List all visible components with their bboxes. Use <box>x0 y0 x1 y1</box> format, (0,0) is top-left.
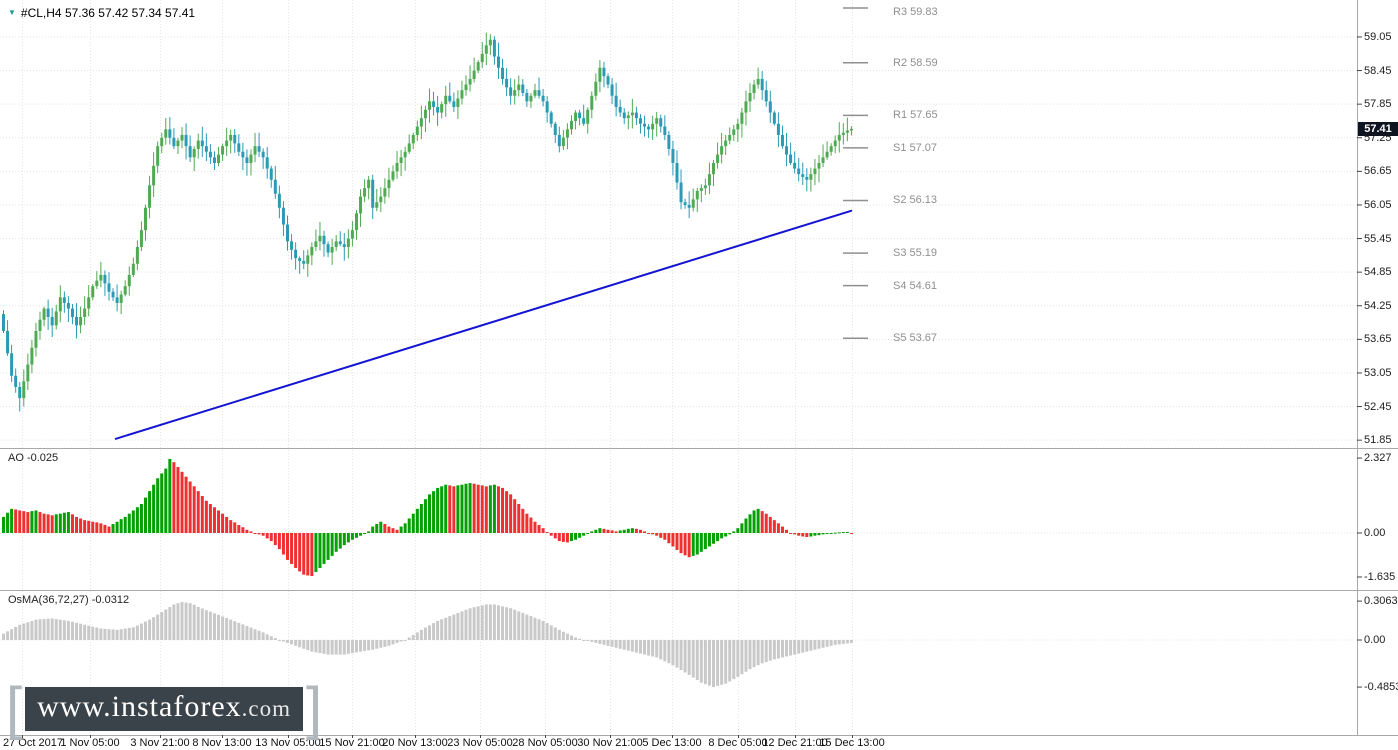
current-price-badge: 57.41 <box>1358 122 1398 136</box>
price-tick-label: 57.25 <box>1364 131 1392 144</box>
time-tick-label: 13 Nov 05:00 <box>255 737 321 749</box>
ao-level-label: 2.327 <box>1364 452 1392 465</box>
watermark: [ www.instaforex.com ] <box>6 676 323 741</box>
price-tick-label: 59.05 <box>1364 30 1392 43</box>
time-tick-label: 8 Nov 13:00 <box>192 737 252 749</box>
watermark-text: www.instaforex <box>37 690 242 723</box>
ao-level-label: -1.635 <box>1364 570 1396 583</box>
watermark-bracket-right: ] <box>306 676 323 741</box>
price-tick-label: 58.45 <box>1364 64 1392 77</box>
price-tick-label: 57.85 <box>1364 98 1392 111</box>
pivot-level-label: S2 56.13 <box>893 194 938 207</box>
pivot-level-label: S1 57.07 <box>893 141 938 154</box>
time-tick-label: 27 Oct 2017 <box>3 737 63 749</box>
price-tick-label: 54.85 <box>1364 266 1392 279</box>
chart-title: ▼ #CL,H4 57.36 57.42 57.34 57.41 <box>8 6 195 20</box>
price-tick-label: 55.45 <box>1364 232 1392 245</box>
watermark-bracket-left: [ <box>6 676 23 741</box>
osma-level-label: -0.4853 <box>1364 681 1398 694</box>
time-tick-label: 3 Nov 21:00 <box>130 737 190 749</box>
time-tick-label: 23 Nov 05:00 <box>447 737 513 749</box>
pivot-level-label: R1 57.65 <box>893 109 938 122</box>
time-tick-label: 15 Nov 21:00 <box>319 737 385 749</box>
osma-indicator-label: OsMA(36,72,27) -0.0312 <box>8 594 130 606</box>
watermark-text-suffix: .com <box>241 696 291 721</box>
price-tick-label: 56.05 <box>1364 198 1392 211</box>
price-tick-label: 52.45 <box>1364 400 1392 413</box>
ao-level-label: 0.00 <box>1364 527 1386 539</box>
osma-level-label: 0.3063 <box>1364 595 1398 608</box>
time-tick-label: 30 Nov 21:00 <box>577 737 643 749</box>
time-tick-label: 8 Dec 05:00 <box>708 737 768 749</box>
price-tick-label: 51.85 <box>1364 434 1392 447</box>
pivot-level-label: S3 55.19 <box>893 247 938 260</box>
time-tick-label: 12 Dec 21:00 <box>762 737 828 749</box>
pivot-level-label: S5 53.67 <box>893 332 938 345</box>
pivot-level-label: R2 58.59 <box>893 56 938 69</box>
pivot-level-label: R3 59.83 <box>893 6 938 18</box>
time-tick-label: 1 Nov 05:00 <box>60 737 120 749</box>
price-tick-label: 56.65 <box>1364 165 1392 178</box>
osma-level-label: 0.00 <box>1364 634 1386 646</box>
price-tick-label: 53.65 <box>1364 333 1392 346</box>
pivot-level-label: S4 54.61 <box>893 279 938 292</box>
watermark-logo: www.instaforex.com <box>25 687 303 731</box>
price-tick-label: 54.25 <box>1364 299 1392 312</box>
price-tick-label: 53.05 <box>1364 366 1392 379</box>
ao-indicator-label: AO -0.025 <box>8 452 59 464</box>
symbol-marker-icon: ▼ <box>8 8 16 17</box>
time-tick-label: 20 Nov 13:00 <box>382 737 448 749</box>
time-tick-label: 5 Dec 13:00 <box>642 737 702 749</box>
chart-title-text: #CL,H4 57.36 57.42 57.34 57.41 <box>20 6 196 20</box>
time-tick-label: 28 Nov 05:00 <box>512 737 578 749</box>
time-tick-label: 15 Dec 13:00 <box>819 737 885 749</box>
